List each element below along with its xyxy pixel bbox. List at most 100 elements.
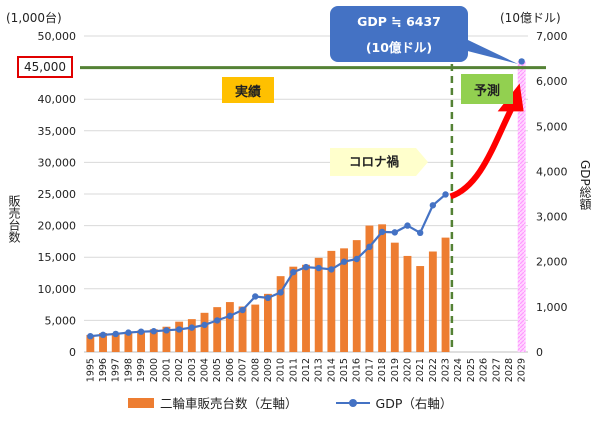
left-axis-title: 販売台数 (7, 195, 21, 243)
bar (111, 333, 120, 352)
year-tick-label: 1999 (136, 358, 147, 382)
bar (416, 266, 425, 352)
left-tick-label: 10,000 (38, 283, 77, 296)
growth-arrow-body (449, 106, 515, 200)
year-tick-label: 2014 (326, 358, 337, 382)
bar (86, 334, 95, 352)
right-tick-label: 5,000 (536, 120, 568, 133)
year-tick-label: 2001 (161, 358, 172, 382)
year-tick-label: 2005 (212, 358, 223, 382)
bar (264, 293, 272, 352)
year-tick-label: 2016 (352, 358, 363, 382)
bar (327, 250, 336, 352)
bar (162, 326, 171, 352)
gdp-callout-value: GDP ≒ 6437 (357, 14, 441, 29)
gdp-callout: GDP ≒ 6437 (10億ドル) (330, 6, 518, 64)
gdp-point (302, 263, 310, 271)
year-tick-label: 2024 (453, 358, 464, 382)
gdp-point (201, 321, 208, 329)
gdp-point (239, 306, 246, 314)
gdp-point (429, 202, 437, 209)
bar (441, 237, 450, 352)
bar (187, 319, 196, 352)
gdp-point (366, 243, 373, 251)
legend-bar-swatch (128, 397, 154, 408)
year-tick-label: 2020 (402, 358, 413, 382)
bar (99, 333, 107, 352)
year-tick-label: 2027 (491, 358, 502, 382)
gdp-point (252, 293, 259, 300)
bar (251, 304, 260, 352)
legend: 二輪車販売台数（左軸） GDP（右軸） (128, 393, 452, 412)
gdp-point (214, 317, 221, 324)
bar (428, 251, 437, 352)
actual-label: 実績 (222, 77, 274, 103)
gdp-point (290, 268, 297, 276)
year-tick-label: 1997 (111, 358, 122, 382)
year-tick-label: 2015 (339, 358, 350, 382)
year-tick-label: 2017 (364, 358, 375, 382)
bar (302, 264, 310, 352)
right-tick-label: 3,000 (536, 211, 568, 224)
year-tick-label: 1998 (123, 358, 134, 382)
bar (365, 225, 374, 352)
gdp-point (87, 333, 94, 340)
gdp-point (125, 329, 132, 336)
gdp-point (442, 191, 449, 198)
bar (352, 240, 361, 352)
bar (314, 257, 323, 352)
gdp-point (226, 312, 234, 320)
gdp-point (137, 328, 145, 335)
right-tick-label: 0 (536, 346, 543, 359)
year-tick-label: 1995 (85, 358, 96, 382)
gdp-callout-unit: (10億ドル) (365, 40, 433, 55)
right-tick-label: 4,000 (536, 165, 568, 178)
year-tick-label: 2006 (225, 358, 236, 382)
gdp-point (315, 264, 322, 272)
bar (137, 330, 146, 352)
bar (149, 329, 158, 352)
year-tick-label: 2011 (288, 358, 299, 382)
gdp-point (378, 228, 386, 236)
covid-label: コロナ禍 (348, 154, 399, 169)
year-tick-label: 2021 (415, 358, 426, 382)
year-tick-label: 2003 (187, 358, 198, 382)
bar (403, 255, 412, 352)
left-tick-label: 35,000 (38, 125, 77, 138)
bar (276, 276, 285, 352)
year-tick-label: 2019 (390, 358, 401, 382)
left-tick-label: 5,000 (45, 314, 77, 327)
bar (238, 306, 247, 352)
gdp-point (340, 258, 348, 265)
gdp-point (175, 326, 183, 333)
year-tick-label: 2004 (200, 358, 211, 382)
year-tick-label: 2013 (314, 358, 325, 382)
gdp-point (391, 229, 398, 236)
left-tick-label: 40,000 (38, 93, 77, 106)
right-axis-unit: (10億ドル) (500, 11, 561, 25)
right-tick-label: 7,000 (536, 30, 568, 43)
gdp-point (163, 327, 170, 334)
gdp-point (188, 324, 196, 331)
left-tick-label: 30,000 (38, 156, 77, 169)
right-tick-label: 2,000 (536, 256, 568, 269)
gdp-point (150, 328, 157, 335)
bar (289, 266, 298, 352)
gdp-point (518, 58, 525, 65)
year-tick-label: 2010 (276, 358, 287, 382)
gdp-point (416, 229, 424, 237)
bar (200, 312, 209, 352)
year-tick-label: 1996 (98, 358, 109, 382)
year-tick-label: 2018 (377, 358, 388, 382)
gdp-point (353, 255, 360, 263)
legend-line-label: GDP（右軸） (375, 396, 453, 411)
left-tick-label: 0 (69, 346, 76, 359)
forecast-bar (517, 61, 526, 352)
gdp-point (277, 289, 284, 296)
left-tick-label: 15,000 (38, 251, 77, 264)
gdp-point (264, 294, 272, 302)
bar (340, 248, 348, 352)
year-tick-label: 2029 (517, 358, 528, 382)
year-tick-label: 2012 (301, 358, 312, 382)
gdp-point (328, 266, 335, 273)
